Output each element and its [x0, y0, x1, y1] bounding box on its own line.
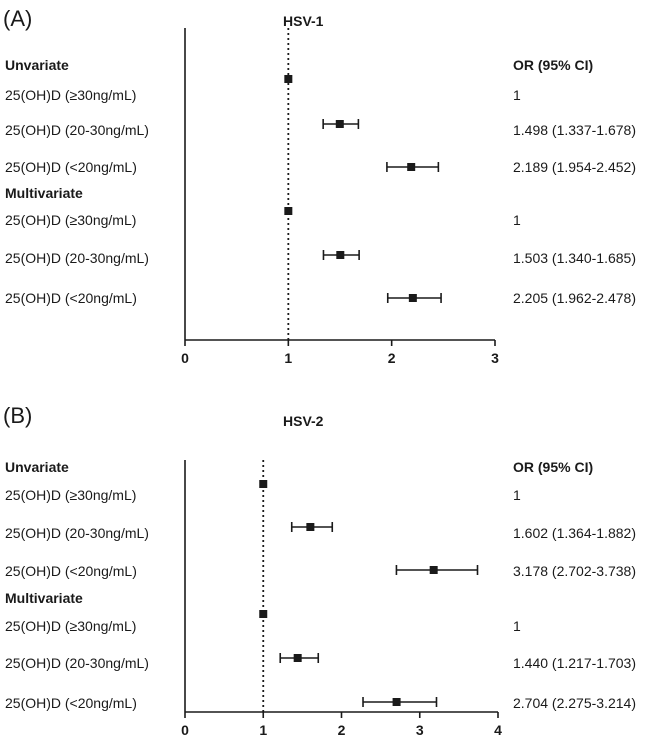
panel-a-x-tick-label: 3 — [491, 350, 499, 366]
panel-a-point-estimate — [284, 75, 293, 83]
panel-b-row-label: 25(OH)D (≥30ng/mL) — [5, 618, 137, 634]
panel-a-row-label: 25(OH)D (20-30ng/mL) — [5, 250, 149, 266]
panel-a-point-estimate — [408, 294, 417, 302]
panel-b-row-label: 25(OH)D (<20ng/mL) — [5, 563, 137, 579]
panel-a-or-value: 1 — [513, 212, 521, 228]
panel-a-or-value: 1.503 (1.340-1.685) — [513, 250, 636, 266]
panel-a-x-tick-label: 2 — [388, 350, 396, 366]
panel-a-or-value: 1 — [513, 87, 521, 103]
panel-a-section-unvariate: Unvariate — [5, 57, 69, 73]
panel-b-row-label: 25(OH)D (20-30ng/mL) — [5, 655, 149, 671]
panel-a-row-label: 25(OH)D (<20ng/mL) — [5, 290, 137, 306]
panel-a-point-estimate — [336, 251, 345, 259]
panel-b-or-value: 1 — [513, 618, 521, 634]
panel-a-row-label: 25(OH)D (20-30ng/mL) — [5, 122, 149, 138]
panel-b-label: (B) — [3, 403, 33, 428]
panel-a-point-estimate — [407, 163, 416, 171]
panel-b-or-value: 3.178 (2.702-3.738) — [513, 563, 636, 579]
panel-a-x-tick-label: 1 — [284, 350, 292, 366]
panel-a-row-label: 25(OH)D (<20ng/mL) — [5, 159, 137, 175]
panel-a-point-estimate — [335, 120, 344, 128]
panel-b-x-tick-label: 0 — [181, 722, 189, 738]
panel-b-point-estimate — [429, 566, 438, 574]
panel-b-or-value: 1.602 (1.364-1.882) — [513, 525, 636, 541]
panel-b-x-tick-label: 1 — [259, 722, 267, 738]
panel-a-or-value: 2.189 (1.954-2.452) — [513, 159, 636, 175]
panel-b-row-label: 25(OH)D (≥30ng/mL) — [5, 487, 137, 503]
panel-a-x-tick-label: 0 — [181, 350, 189, 366]
panel-b-point-estimate — [392, 698, 401, 706]
panel-b-title: HSV-2 — [283, 413, 324, 429]
panel-b-or-value: 2.704 (2.275-3.214) — [513, 695, 636, 711]
panel-b-point-estimate — [259, 480, 268, 488]
panel-a-label: (A) — [3, 6, 33, 31]
panel-a-row-label: 25(OH)D (≥30ng/mL) — [5, 212, 137, 228]
panel-b-section-unvariate: Unvariate — [5, 459, 69, 475]
panel-a-section-multivariate: Multivariate — [5, 185, 83, 201]
panel-b-x-tick-label: 4 — [494, 722, 502, 738]
panel-a-point-estimate — [284, 207, 293, 215]
panel-b-or-header: OR (95% CI) — [513, 459, 594, 475]
panel-b-point-estimate — [293, 654, 302, 662]
panel-b-x-tick-label: 2 — [338, 722, 346, 738]
panel-b-x-tick-label: 3 — [416, 722, 424, 738]
panel-b-section-multivariate: Multivariate — [5, 590, 83, 606]
panel-a-row-label: 25(OH)D (≥30ng/mL) — [5, 87, 137, 103]
panel-b-row-label: 25(OH)D (20-30ng/mL) — [5, 525, 149, 541]
panel-a-or-value: 1.498 (1.337-1.678) — [513, 122, 636, 138]
panel-b-point-estimate — [259, 610, 268, 618]
panel-b-or-value: 1 — [513, 487, 521, 503]
panel-a-title: HSV-1 — [283, 13, 324, 29]
panel-b-row-label: 25(OH)D (<20ng/mL) — [5, 695, 137, 711]
panel-b-or-value: 1.440 (1.217-1.703) — [513, 655, 636, 671]
panel-a-or-value: 2.205 (1.962-2.478) — [513, 290, 636, 306]
panel-a-or-header: OR (95% CI) — [513, 57, 594, 73]
panel-b-point-estimate — [306, 523, 315, 531]
